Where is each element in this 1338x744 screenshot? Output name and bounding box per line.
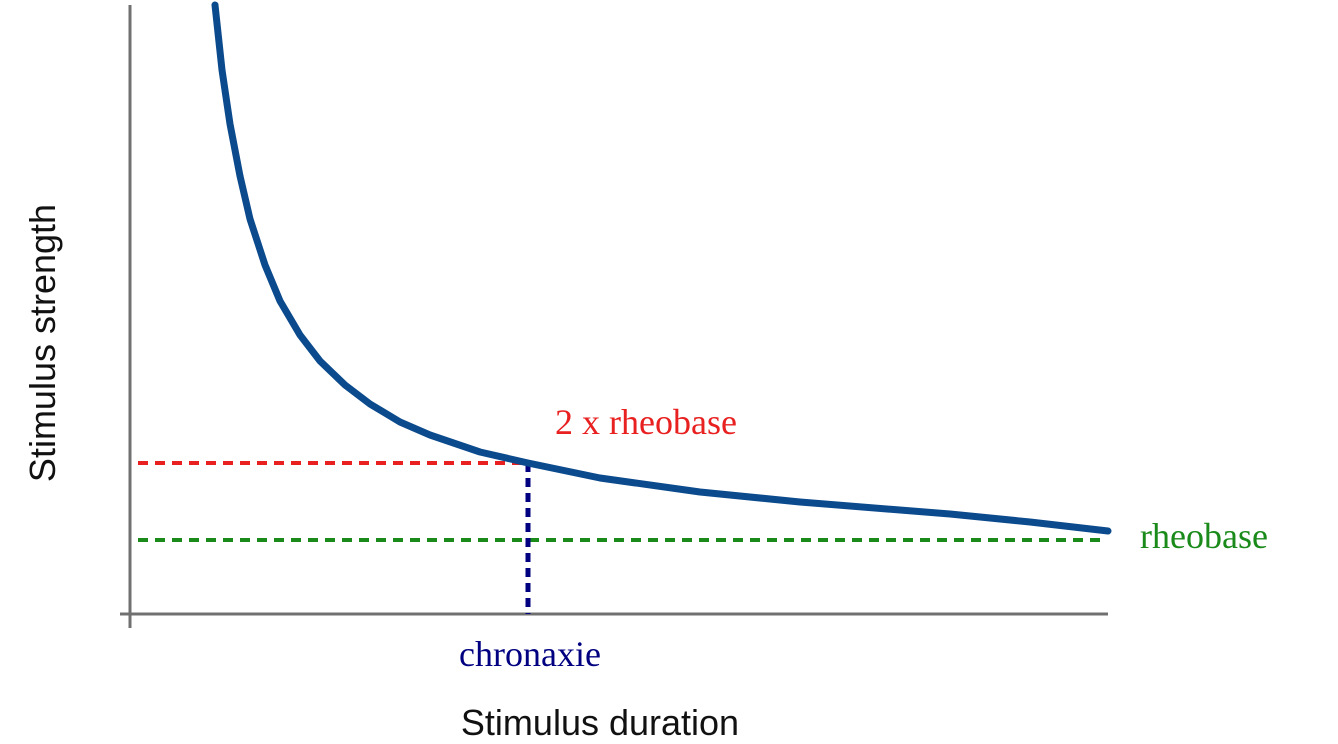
x-axis-label: Stimulus duration: [461, 702, 739, 743]
strength-duration-curve: [211, 1, 1112, 535]
y-axis-label: Stimulus strength: [22, 204, 63, 482]
two-rheobase-label: 2 x rheobase: [555, 402, 737, 442]
rheobase-label: rheobase: [1140, 516, 1268, 556]
chronaxie-label: chronaxie: [459, 634, 601, 674]
